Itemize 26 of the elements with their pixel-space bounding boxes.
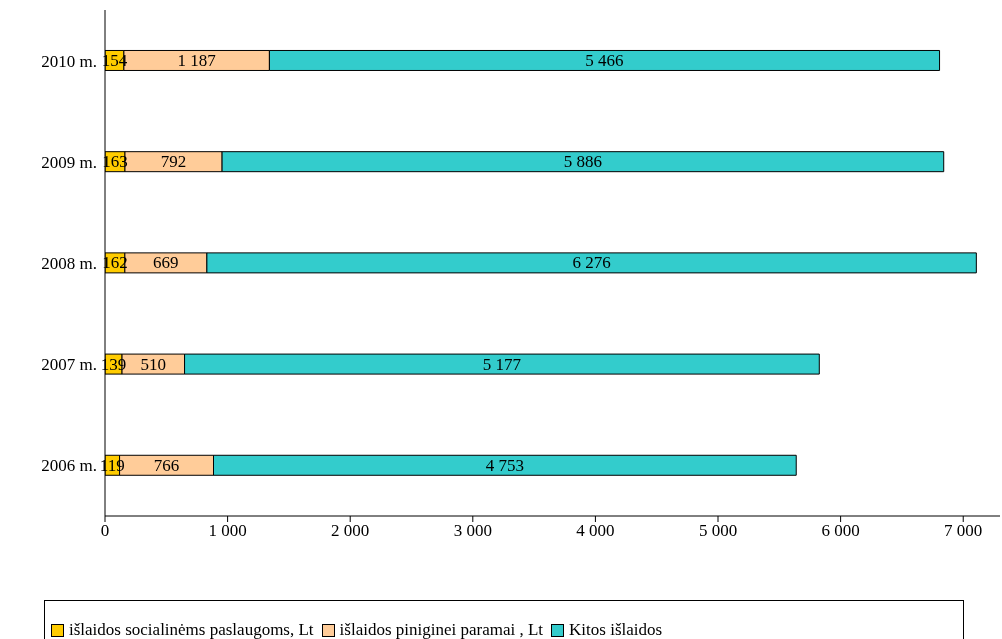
y-tick-label: 2010 m. (41, 51, 97, 71)
x-tick-label: 5 000 (698, 521, 738, 541)
data-label: 4 753 (485, 455, 524, 475)
legend-label: Kitos išlaidos (568, 619, 663, 639)
x-tick-label: 4 000 (576, 521, 615, 541)
y-tick-label: 2006 m. (41, 456, 97, 476)
data-label: 5 466 (585, 50, 624, 70)
data-label: 6 276 (572, 253, 611, 273)
x-tick-label: 7 000 (944, 521, 983, 541)
data-label: 792 (160, 152, 187, 172)
data-label: 669 (153, 253, 179, 273)
data-label: 5 886 (563, 152, 603, 172)
data-label: 1 187 (177, 50, 217, 70)
data-label: 766 (153, 455, 180, 475)
x-tick-label: 0 (100, 521, 110, 541)
data-label: 5 177 (482, 354, 522, 374)
x-tick-label: 1 000 (208, 521, 247, 541)
y-tick-label: 2007 m. (41, 355, 97, 375)
y-tick-label: 2009 m. (41, 152, 97, 172)
data-label: 510 (140, 354, 167, 374)
legend-label: išlaidos socialinėms paslaugoms, Lt (68, 619, 314, 639)
x-tick-label: 3 000 (453, 521, 492, 541)
legend-label: išlaidos piniginei paramai , Lt (338, 619, 544, 639)
x-tick-label: 6 000 (821, 521, 860, 541)
y-tick-label: 2008 m. (41, 254, 97, 274)
x-tick-label: 2 000 (331, 521, 370, 541)
